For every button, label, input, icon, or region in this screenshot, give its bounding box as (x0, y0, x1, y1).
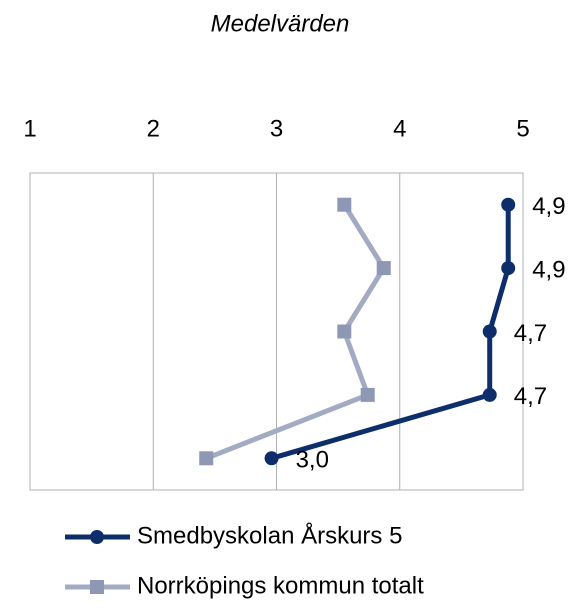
data-label: 4,9 (532, 193, 565, 220)
point (264, 451, 279, 466)
data-label: 4,9 (532, 256, 565, 283)
point (360, 387, 375, 402)
legend-label: Norrköpings kommun totalt (137, 572, 424, 599)
x-tick-label: 1 (23, 115, 36, 142)
point (376, 261, 391, 276)
x-tick-label: 4 (393, 115, 406, 142)
point (337, 324, 352, 339)
point (501, 197, 516, 212)
point (199, 451, 214, 466)
point (501, 261, 516, 276)
series-line (205, 203, 387, 461)
data-label: 4,7 (514, 383, 547, 410)
point (337, 197, 352, 212)
legend-label: Smedbyskolan Årskurs 5 (137, 521, 402, 549)
data-label: 4,7 (514, 320, 547, 347)
x-tick-label: 3 (270, 115, 283, 142)
point (482, 387, 497, 402)
legend-marker (90, 530, 104, 544)
x-tick-label: 2 (147, 115, 160, 142)
point (482, 324, 497, 339)
legend-marker (90, 580, 104, 594)
x-tick-label: 5 (516, 115, 529, 142)
chart-title: Medelvärden (211, 10, 350, 37)
data-label: 3,0 (296, 447, 329, 474)
